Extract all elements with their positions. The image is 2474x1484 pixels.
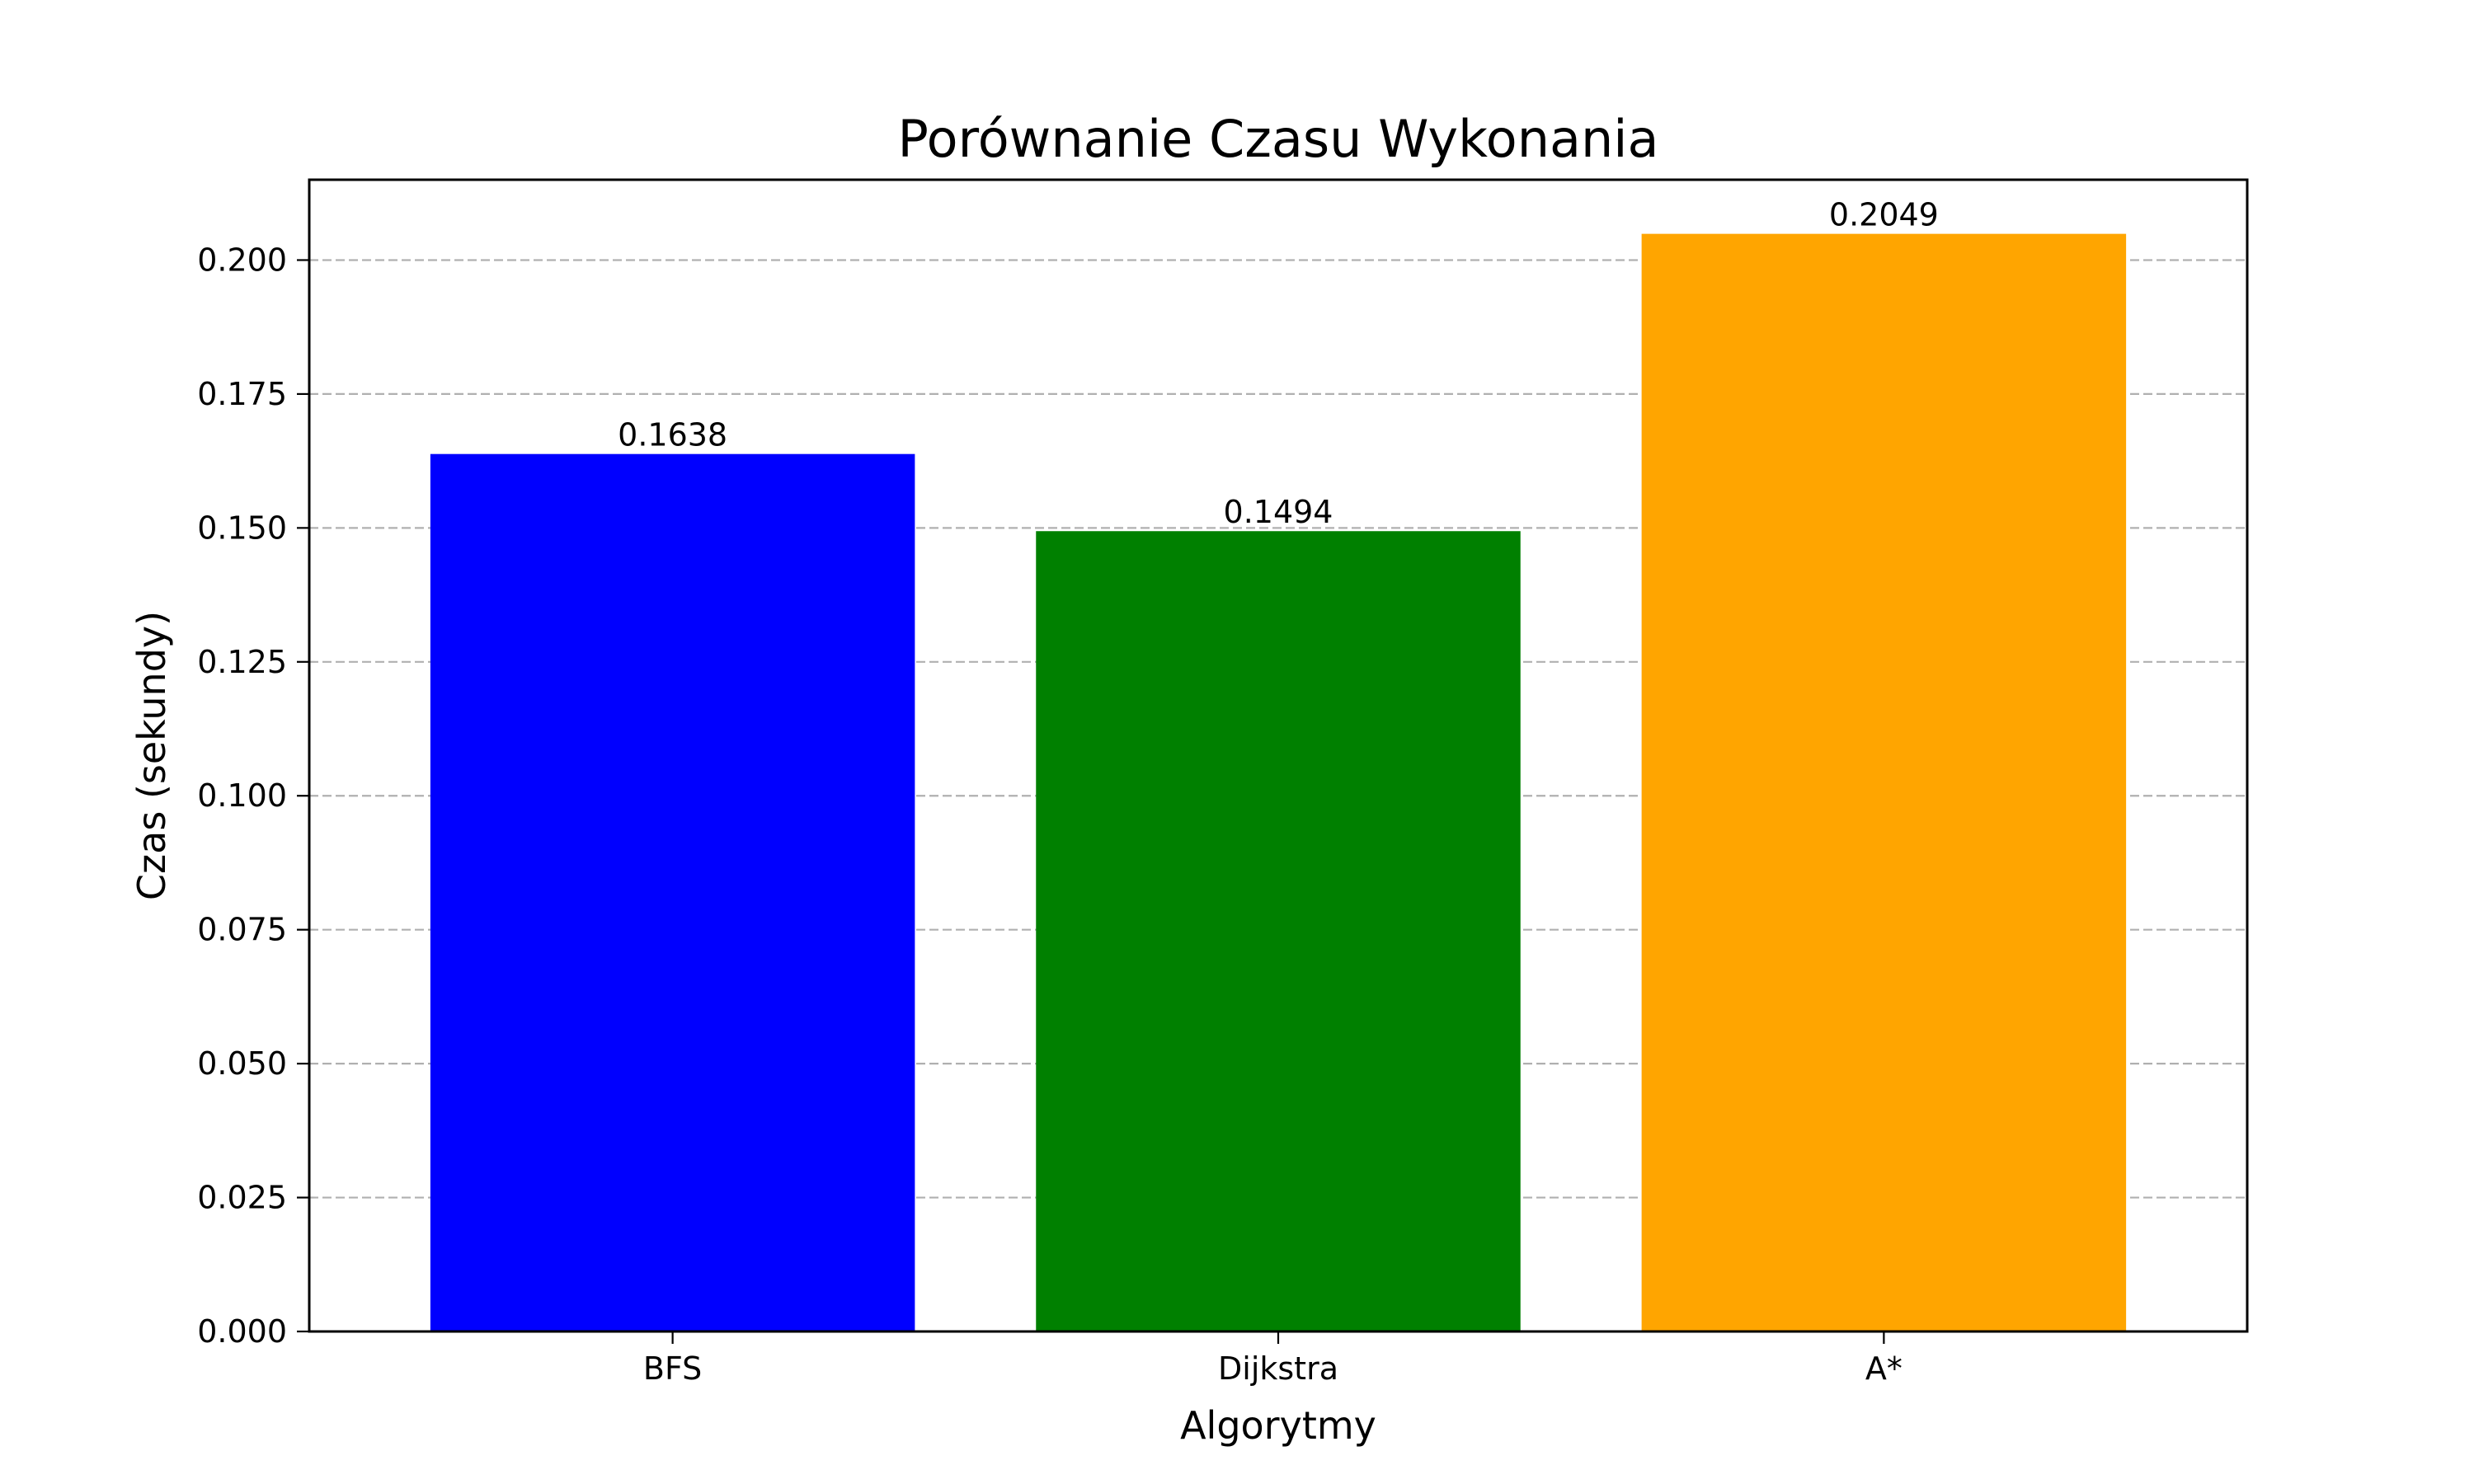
y-tick-label: 0.100	[197, 777, 287, 814]
y-tick-label: 0.000	[197, 1313, 287, 1350]
bar-a	[1641, 233, 2127, 1332]
y-axis-label: Czas (sekundy)	[129, 611, 174, 900]
x-tick-label: Dijkstra	[1218, 1350, 1338, 1387]
bars	[430, 233, 2127, 1332]
x-axis-ticks: BFS Dijkstra A*	[643, 1331, 1903, 1387]
bar-value-label: 0.1638	[618, 417, 727, 453]
bar-value-label: 0.1494	[1224, 494, 1333, 530]
bar-bfs	[430, 453, 915, 1331]
y-axis-ticks: 0.000 0.025 0.050 0.075 0.100 0.125 0.150 0.175…	[197, 242, 309, 1350]
y-tick-label: 0.025	[197, 1180, 287, 1216]
data-labels: 0.1638 0.1494 0.2049	[618, 197, 1939, 531]
y-tick-label: 0.175	[197, 376, 287, 412]
bar-value-label: 0.2049	[1829, 197, 1939, 233]
y-tick-label: 0.075	[197, 912, 287, 948]
chart-title: Porównanie Czasu Wykonania	[897, 109, 1658, 169]
bar-dijkstra	[1036, 531, 1521, 1331]
y-tick-label: 0.125	[197, 644, 287, 680]
y-tick-label: 0.050	[197, 1045, 287, 1082]
x-tick-label: A*	[1865, 1350, 1903, 1387]
y-tick-label: 0.200	[197, 242, 287, 278]
x-axis-label: Algorytmy	[1180, 1403, 1376, 1448]
y-tick-label: 0.150	[197, 510, 287, 546]
x-tick-label: BFS	[643, 1350, 702, 1387]
